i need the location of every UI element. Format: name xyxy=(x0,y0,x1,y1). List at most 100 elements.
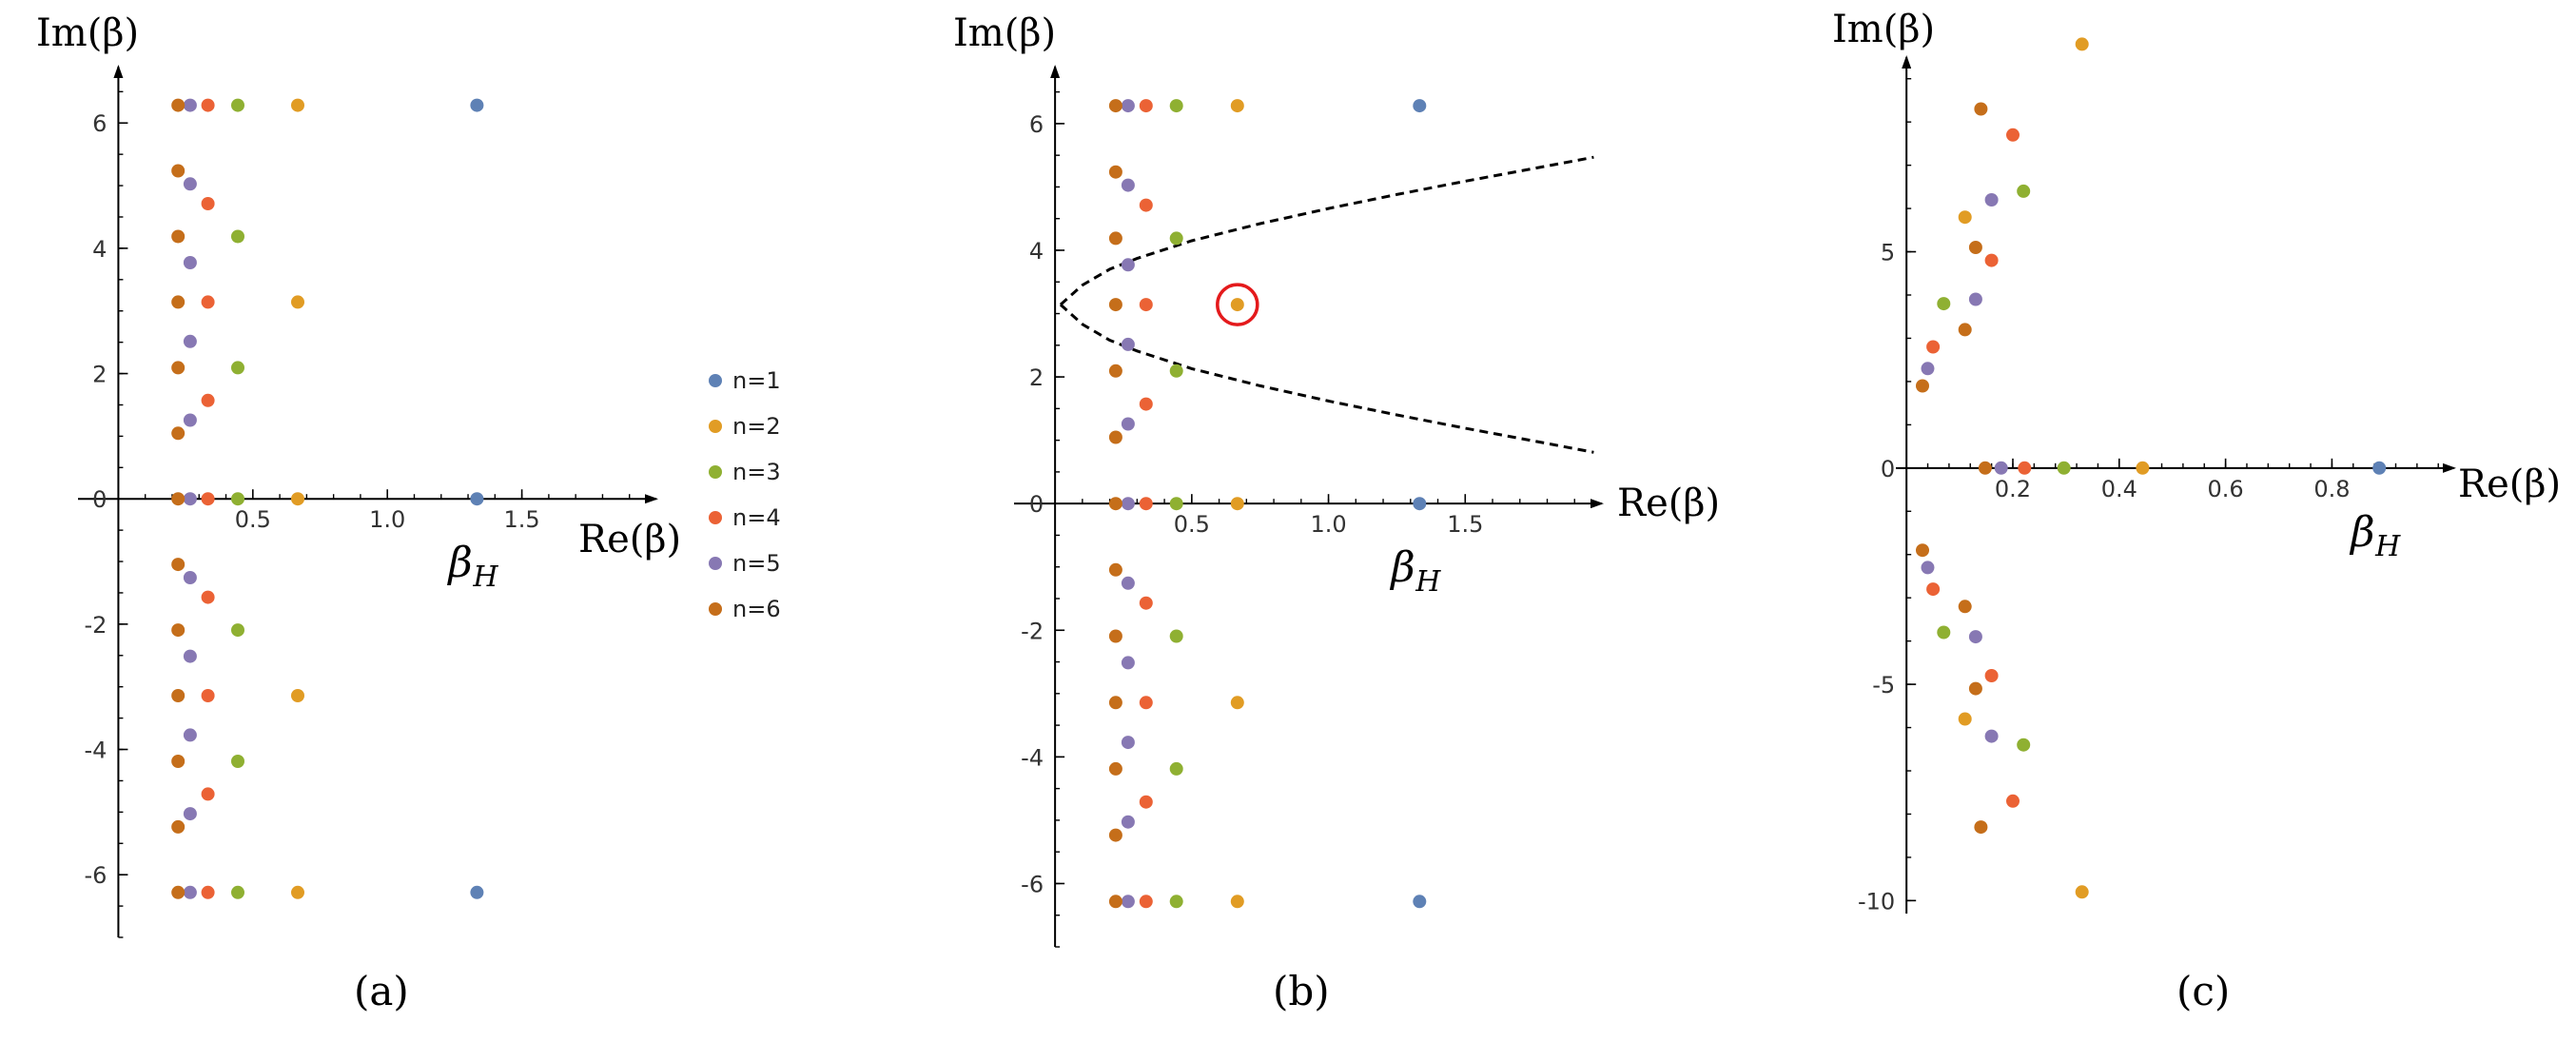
legend-item: n=5 xyxy=(709,550,781,577)
panel-c-ylabel: Im(β) xyxy=(1832,8,1935,51)
data-point xyxy=(1108,828,1122,842)
data-point xyxy=(2018,461,2032,475)
legend-label-n1: n=1 xyxy=(732,367,781,394)
data-point xyxy=(1139,596,1153,610)
dashed-curve-lower xyxy=(1059,303,1594,454)
data-point xyxy=(1121,497,1135,511)
data-point xyxy=(1121,736,1135,750)
data-point xyxy=(171,689,185,702)
data-point xyxy=(291,885,304,899)
x-tick-label: 0.8 xyxy=(2313,476,2350,502)
data-point xyxy=(1974,820,1988,835)
panel-c: 0.2 0.4 0.6 0.8 -10 -5 5 0 β H Im(β) Re(β) (c) xyxy=(1832,8,2561,1014)
legend-item: n=3 xyxy=(709,459,781,485)
data-point xyxy=(183,334,197,348)
data-point xyxy=(1121,178,1135,192)
data-point xyxy=(1139,198,1153,212)
y-zero-label: 0 xyxy=(1881,456,1895,482)
data-point xyxy=(1139,397,1153,411)
data-point xyxy=(171,229,185,244)
data-point xyxy=(1108,364,1122,378)
data-point xyxy=(2057,461,2071,475)
data-point xyxy=(1121,815,1135,829)
data-point xyxy=(1121,895,1135,909)
y-tick-label: -6 xyxy=(84,862,107,889)
beta-h-subscript: H xyxy=(2374,530,2401,563)
panel-b-ylabel: Im(β) xyxy=(953,11,1056,55)
data-point xyxy=(2136,461,2150,475)
data-point xyxy=(1169,895,1183,909)
data-point xyxy=(183,571,197,584)
panel-c-xlabel: Re(β) xyxy=(2458,462,2561,506)
data-point xyxy=(1139,895,1153,909)
data-point xyxy=(1230,497,1244,511)
x-tick-label: 1.5 xyxy=(504,506,540,533)
data-point xyxy=(1937,625,1951,640)
data-point xyxy=(1230,99,1244,113)
data-point xyxy=(1108,430,1122,444)
legend-swatch-n4 xyxy=(709,511,722,524)
legend-swatch-n1 xyxy=(709,374,722,387)
data-point xyxy=(231,755,244,768)
data-point xyxy=(231,492,244,506)
data-point xyxy=(470,492,484,506)
data-point xyxy=(1108,696,1122,710)
data-point xyxy=(231,98,244,112)
y-tick-label: 2 xyxy=(1029,364,1044,391)
data-point xyxy=(1958,323,1972,337)
data-point xyxy=(1968,681,1982,696)
y-tick-label: -5 xyxy=(1872,672,1895,699)
data-point xyxy=(201,590,215,604)
legend-item: n=6 xyxy=(709,596,781,622)
data-point xyxy=(1139,298,1153,312)
data-point xyxy=(171,426,185,441)
beta-h-label: β xyxy=(446,539,472,587)
data-point xyxy=(1121,258,1135,272)
data-point xyxy=(1108,99,1122,113)
data-point xyxy=(2075,885,2089,899)
data-point xyxy=(1169,99,1183,113)
beta-h-subscript: H xyxy=(1415,565,1441,599)
data-point xyxy=(1968,241,1982,254)
data-point xyxy=(470,885,484,899)
data-point xyxy=(1108,497,1122,511)
x-tick-label: 1.0 xyxy=(369,506,405,533)
data-point xyxy=(2372,461,2387,475)
data-point xyxy=(183,98,197,112)
data-point xyxy=(1169,761,1183,776)
data-point xyxy=(2017,184,2031,198)
data-point xyxy=(1139,497,1153,511)
data-point xyxy=(1169,497,1183,511)
legend-label-n3: n=3 xyxy=(732,459,781,485)
data-point xyxy=(1968,292,1982,306)
data-point xyxy=(2075,37,2089,51)
data-point xyxy=(291,689,304,702)
data-point xyxy=(183,885,197,899)
data-point xyxy=(231,623,244,638)
data-point xyxy=(171,755,185,768)
data-point xyxy=(201,295,215,309)
y-tick-label: -2 xyxy=(1021,618,1044,644)
x-tick-label: 1.5 xyxy=(1447,511,1483,538)
data-point xyxy=(183,649,197,663)
y-tick-label: 4 xyxy=(92,236,107,263)
data-point xyxy=(201,787,215,801)
data-point xyxy=(1974,102,1988,116)
beta-h-subscript: H xyxy=(472,561,498,594)
y-tick-label: 2 xyxy=(92,362,107,388)
legend-label-n4: n=4 xyxy=(732,504,781,531)
data-point xyxy=(1958,600,1972,614)
y-tick-label: 6 xyxy=(92,110,107,137)
data-point xyxy=(1121,656,1135,670)
data-point xyxy=(231,361,244,375)
data-point xyxy=(183,492,197,506)
data-point xyxy=(1994,461,2008,475)
data-point xyxy=(1121,99,1135,113)
y-tick-label: -4 xyxy=(84,738,107,764)
data-point xyxy=(1108,165,1122,179)
y-tick-label: 5 xyxy=(1881,240,1895,266)
data-point xyxy=(1984,253,1999,267)
data-point xyxy=(1926,582,1941,597)
data-point xyxy=(1921,362,1935,376)
